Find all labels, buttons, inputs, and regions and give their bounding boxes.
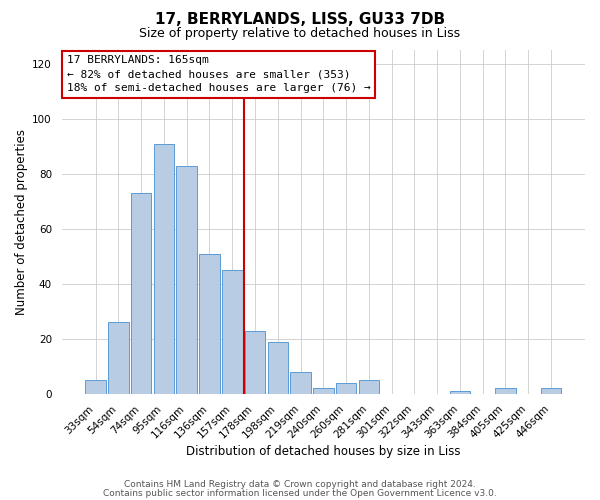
Bar [85, 380, 106, 394]
Bar [495, 388, 515, 394]
Bar [290, 372, 311, 394]
Bar [245, 330, 265, 394]
Text: 17, BERRYLANDS, LISS, GU33 7DB: 17, BERRYLANDS, LISS, GU33 7DB [155, 12, 445, 28]
Bar [131, 193, 151, 394]
Bar [108, 322, 128, 394]
Bar [154, 144, 174, 394]
Bar [199, 254, 220, 394]
Bar [313, 388, 334, 394]
Bar [541, 388, 561, 394]
Bar [449, 391, 470, 394]
Bar [359, 380, 379, 394]
Text: Contains public sector information licensed under the Open Government Licence v3: Contains public sector information licen… [103, 488, 497, 498]
Text: Contains HM Land Registry data © Crown copyright and database right 2024.: Contains HM Land Registry data © Crown c… [124, 480, 476, 489]
Bar [336, 383, 356, 394]
Bar [268, 342, 288, 394]
Bar [222, 270, 242, 394]
Y-axis label: Number of detached properties: Number of detached properties [15, 129, 28, 315]
Text: Size of property relative to detached houses in Liss: Size of property relative to detached ho… [139, 28, 461, 40]
Bar [176, 166, 197, 394]
Text: 17 BERRYLANDS: 165sqm
← 82% of detached houses are smaller (353)
18% of semi-det: 17 BERRYLANDS: 165sqm ← 82% of detached … [67, 55, 371, 93]
X-axis label: Distribution of detached houses by size in Liss: Distribution of detached houses by size … [186, 444, 461, 458]
